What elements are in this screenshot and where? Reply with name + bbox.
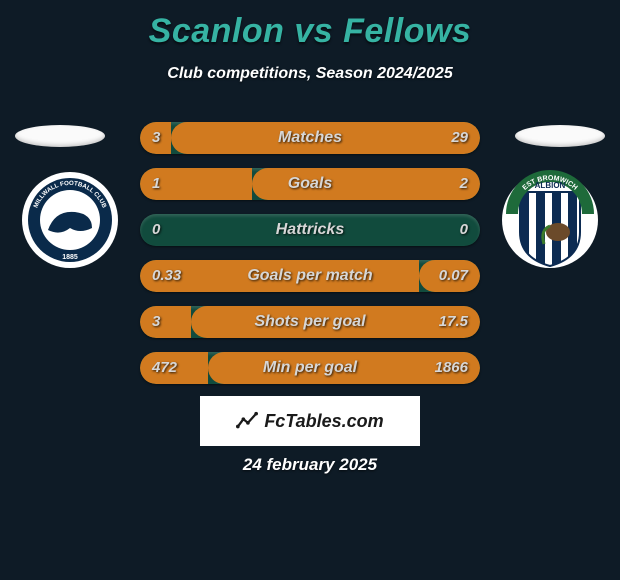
millwall-crest-icon: MILLWALL FOOTBALL CLUB 1885 [20,170,120,270]
svg-text:1885: 1885 [62,254,78,261]
stat-bar: 00Hattricks [140,214,480,246]
stats-bars: 329Matches 12Goals 00Hattricks 0.330.07Goal… [140,122,480,398]
stat-bar: 317.5Shots per goal [140,306,480,338]
shadow-ellipse-left [15,125,105,147]
stat-bar: 329Matches [140,122,480,154]
stat-label: Goals [140,168,480,200]
left-club-crest: MILLWALL FOOTBALL CLUB 1885 [20,170,120,270]
stat-bar: 12Goals [140,168,480,200]
stat-bar: 0.330.07Goals per match [140,260,480,292]
branding-badge: FcTables.com [200,396,420,446]
comparison-card: Scanlon vs Fellows Club competitions, Se… [0,0,620,580]
right-club-crest: EST BROMWICH ALBION [500,170,600,270]
page-title: Scanlon vs Fellows [0,0,620,51]
stat-label: Hattricks [140,214,480,246]
stat-label: Min per goal [140,352,480,384]
wba-crest-icon: EST BROMWICH ALBION [500,170,600,270]
stat-label: Matches [140,122,480,154]
page-subtitle: Club competitions, Season 2024/2025 [0,65,620,83]
branding-text: FcTables.com [264,411,383,432]
stat-bar: 4721866Min per goal [140,352,480,384]
comparison-date: 24 february 2025 [0,455,620,475]
stat-label: Shots per goal [140,306,480,338]
stat-label: Goals per match [140,260,480,292]
svg-text:ALBION: ALBION [535,181,566,190]
chart-icon [236,410,258,432]
shadow-ellipse-right [515,125,605,147]
